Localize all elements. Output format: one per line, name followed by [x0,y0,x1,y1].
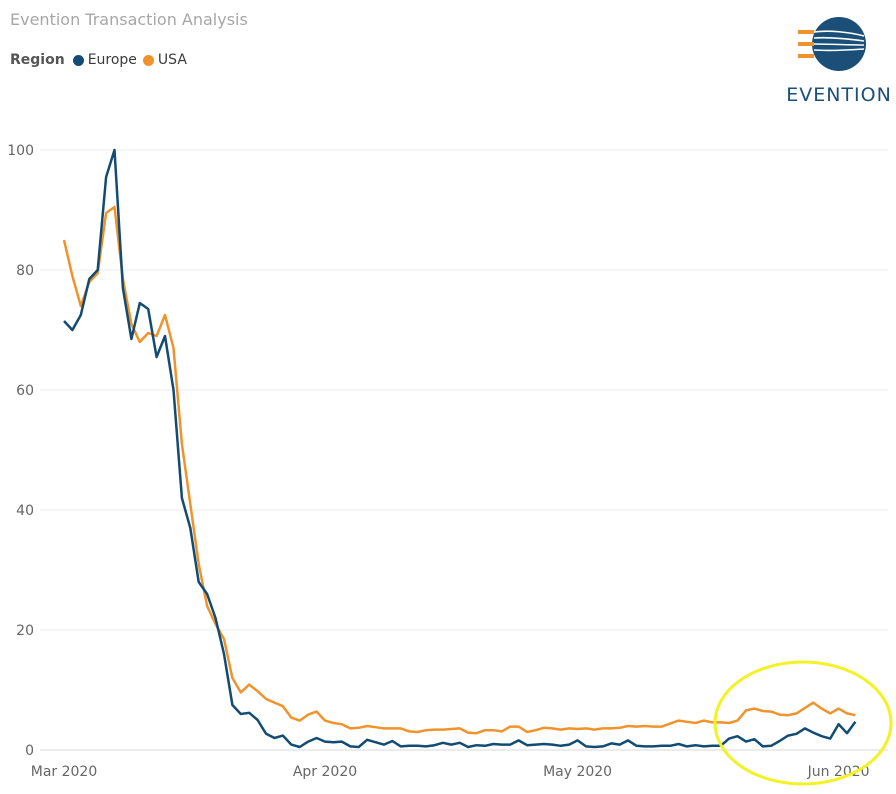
x-axis-ticks: Mar 2020 Apr 2020 May 2020 Jun 2020 [31,764,870,780]
legend-label-usa: USA [157,52,187,68]
x-tick-label: Mar 2020 [31,764,98,780]
y-tick-label: 20 [16,623,34,639]
x-tick-label: Jun 2020 [807,764,870,780]
legend-swatch-usa [142,54,154,66]
evention-logo-icon [798,17,866,71]
legend-item-usa[interactable]: USA [142,52,187,68]
logo-text: EVENTION [786,84,892,106]
series-line-usa[interactable] [62,205,856,735]
y-axis-ticks: 0 20 40 60 80 100 [7,143,34,759]
evention-logo: EVENTION [784,10,894,110]
x-tick-label: Apr 2020 [293,764,357,780]
legend-item-europe[interactable]: Europe [72,52,137,68]
y-tick-label: 100 [7,143,34,159]
y-tick-label: 0 [25,743,34,759]
highlight-ellipse [713,660,893,786]
series-line-europe[interactable] [63,148,857,749]
legend-title: Region [10,52,65,68]
y-tick-label: 80 [16,263,34,279]
legend-swatch-europe [72,54,84,66]
legend: Region Europe USA [10,50,193,70]
chart-title: Evention Transaction Analysis [10,10,248,29]
y-tick-label: 40 [16,503,34,519]
y-tick-label: 60 [16,383,34,399]
x-tick-label: May 2020 [543,764,612,780]
series-lines [62,148,857,749]
gridlines [40,149,888,751]
legend-label-europe: Europe [87,52,137,68]
